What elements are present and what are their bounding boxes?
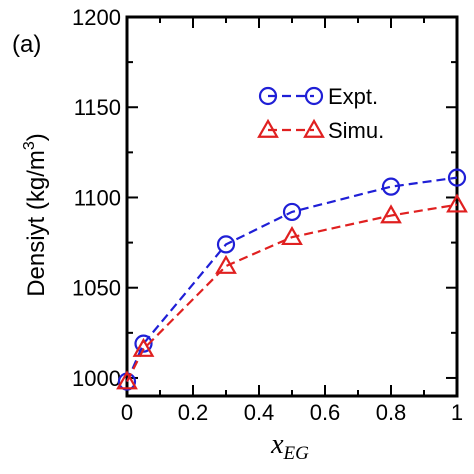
data-point-simu	[215, 254, 237, 274]
y-tick-label: 1150	[74, 95, 121, 120]
x-tick-label: 0.6	[310, 400, 341, 425]
y-tick-label: 1100	[74, 185, 121, 210]
y-axis-label: Densiyt (kg/m3)	[21, 133, 50, 297]
series-line-simu	[126, 203, 458, 383]
series-line-expt	[125, 176, 458, 383]
panel-label: (a)	[12, 31, 41, 58]
plot-frame	[125, 15, 459, 398]
y-tick-label: 1000	[72, 366, 121, 391]
legend-label: Expt.	[328, 84, 378, 109]
y-axis-label-sup: 3	[21, 141, 38, 150]
data-point-expt	[216, 235, 236, 254]
y-axis-label-main: Densiyt (kg/m	[23, 150, 50, 297]
x-axis-label: xEG	[270, 429, 309, 464]
y-tick-label: 1200	[72, 5, 121, 30]
legend-marker	[303, 118, 325, 138]
data-point-expt	[381, 177, 401, 196]
x-tick-label: 0	[121, 400, 133, 425]
legend-label: Simu.	[328, 118, 384, 143]
data-point-expt	[282, 202, 302, 222]
data-point-simu	[380, 204, 402, 224]
data-point-expt	[134, 334, 153, 353]
data-point-expt	[447, 168, 467, 187]
y-tick-label: 1050	[72, 276, 121, 301]
x-tick-label: 0.8	[376, 400, 407, 425]
x-axis-label-sub: EG	[283, 443, 310, 464]
x-tick-label: 0.2	[178, 400, 209, 425]
legend-marker	[257, 118, 279, 138]
plot-area: 0 0.2 0.4 0.6 0.8 1 1000 1050 1100 1150 1200 Expt. S…	[72, 5, 468, 425]
legend-marker	[304, 86, 324, 106]
x-tick-label: 1	[451, 400, 463, 425]
svg-text:Densiyt (kg/m3): Densiyt (kg/m3)	[21, 133, 50, 297]
x-axis-label-main: x	[270, 429, 284, 460]
data-point-simu	[132, 337, 155, 357]
data-point-simu	[116, 370, 138, 390]
legend-marker	[258, 86, 278, 106]
data-point-simu	[281, 225, 303, 246]
data-point-simu	[446, 193, 468, 213]
x-tick-label: 0.4	[244, 400, 275, 425]
y-axis-label-close: )	[23, 133, 50, 141]
